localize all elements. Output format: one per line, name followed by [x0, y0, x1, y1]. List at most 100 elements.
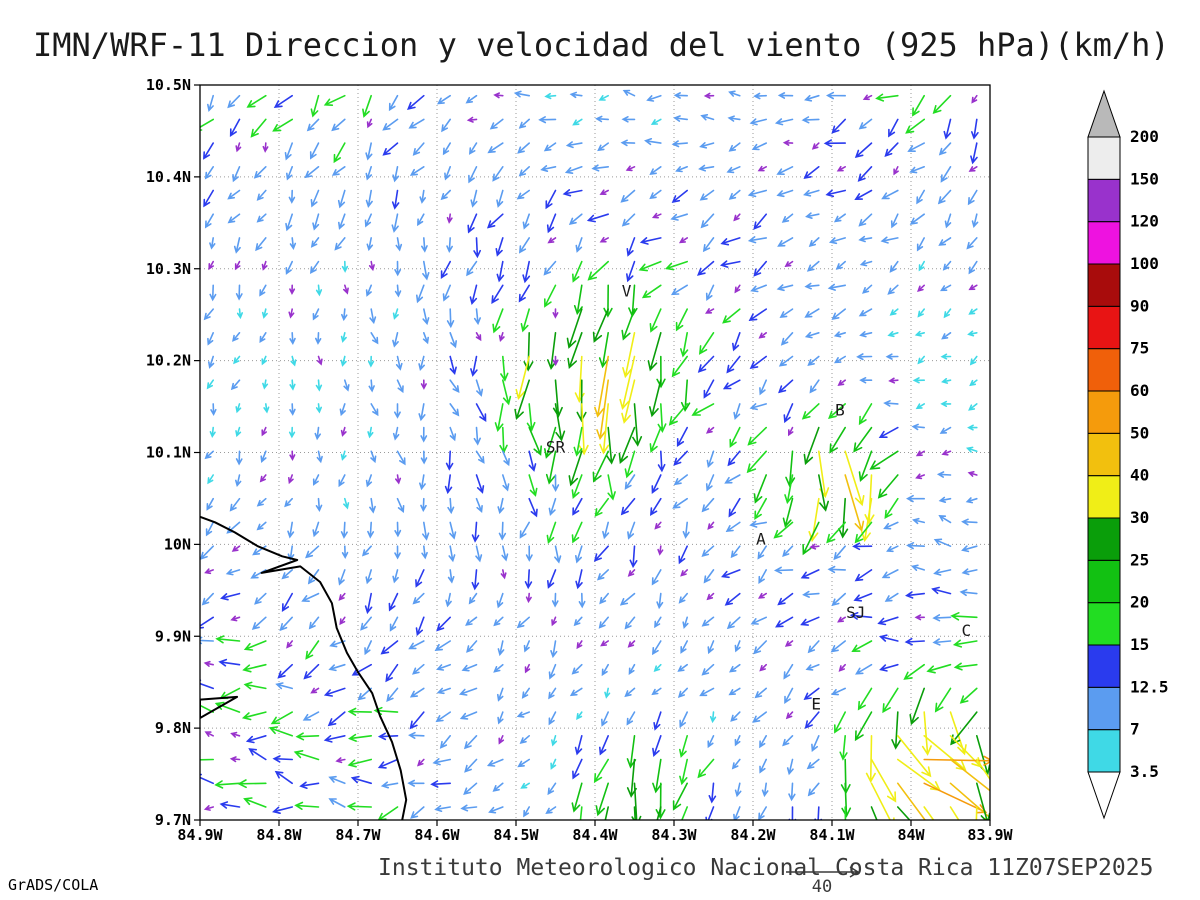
wind-arrow [377, 758, 399, 769]
wind-arrow [200, 700, 214, 713]
wind-arrow [865, 735, 876, 784]
wind-arrow [782, 497, 794, 528]
wind-arrow [776, 166, 794, 175]
wind-arrow [343, 284, 349, 295]
wind-arrow [500, 355, 509, 382]
wind-arrow [888, 377, 899, 384]
wind-arrow [437, 94, 451, 105]
wind-arrow [449, 426, 457, 442]
wind-arrow [916, 237, 925, 252]
wind-arrow [719, 260, 741, 268]
wind-arrow [621, 116, 636, 123]
wind-arrow [808, 497, 820, 543]
wind-arrow [682, 521, 690, 539]
wind-arrow [392, 308, 399, 320]
wind-arrow [546, 521, 557, 545]
wind-arrow [554, 403, 566, 442]
station-label: SR [546, 438, 566, 457]
wind-arrow [678, 592, 688, 604]
wind-arrow [595, 115, 609, 123]
wind-arrow [753, 213, 767, 230]
colorbar-band [1087, 305, 1121, 350]
wind-arrow [203, 660, 214, 667]
wind-arrow [883, 400, 899, 407]
wind-arrow [340, 426, 347, 437]
wind-arrow [628, 663, 636, 676]
wind-arrow [833, 213, 846, 223]
wind-arrow [967, 424, 978, 431]
wind-arrow [897, 806, 911, 820]
wind-arrow [914, 614, 925, 621]
wind-arrow [853, 592, 873, 602]
wind-arrow [938, 496, 952, 503]
wind-arrow [587, 260, 609, 281]
wind-arrow [252, 545, 267, 556]
wind-arrow [200, 616, 214, 629]
wind-arrow [940, 166, 952, 183]
wind-arrow [408, 731, 425, 739]
station-label: C [961, 621, 971, 640]
wind-arrow [776, 284, 794, 292]
y-tick-label: 10.2N [146, 352, 191, 370]
wind-arrow [328, 775, 346, 785]
wind-arrow [308, 616, 320, 630]
wind-arrow [949, 758, 990, 792]
wind-arrow [206, 497, 214, 511]
wind-arrow [835, 260, 846, 270]
wind-arrow [207, 332, 214, 346]
wind-arrow [881, 569, 899, 579]
wind-arrow [316, 450, 323, 464]
wind-arrow [545, 806, 557, 814]
wind-arrow [968, 284, 978, 291]
wind-arrow [836, 165, 846, 172]
wind-arrow [627, 569, 636, 577]
wind-arrow [552, 379, 563, 418]
wind-arrow [227, 189, 241, 200]
wind-arrow [931, 586, 952, 595]
wind-arrow [385, 663, 399, 683]
wind-arrow [632, 403, 643, 447]
wind-arrow [259, 474, 267, 483]
wind-arrow [620, 139, 636, 147]
wind-arrow [275, 682, 293, 690]
wind-arrow [854, 711, 873, 742]
wind-arrow [440, 189, 451, 201]
wind-arrow [594, 497, 609, 518]
wind-arrow [701, 663, 715, 676]
wind-arrow [327, 711, 346, 727]
wind-arrow [806, 260, 820, 272]
wind-arrow [915, 450, 925, 457]
wind-arrow [917, 308, 925, 318]
wind-arrow [272, 806, 293, 814]
wind-arrow [656, 806, 662, 820]
wind-arrow [461, 663, 478, 672]
wind-arrow [547, 237, 557, 244]
wind-arrow [497, 497, 505, 515]
wind-arrow [434, 805, 451, 812]
wind-arrow [747, 189, 767, 198]
colorbar-label: 12.5 [1130, 677, 1169, 696]
x-tick-label: 84.9W [177, 826, 223, 844]
wind-arrow [304, 166, 320, 179]
wind-arrow [727, 450, 741, 467]
wind-arrow [806, 758, 820, 770]
wind-arrow [807, 640, 820, 654]
wind-arrow [602, 521, 610, 540]
wind-arrow [838, 663, 846, 672]
wind-arrow [232, 332, 241, 342]
wind-arrow [969, 379, 978, 387]
wind-arrow [698, 332, 715, 355]
wind-arrow [672, 782, 688, 811]
wind-arrow [649, 426, 662, 453]
colorbar-label: 50 [1130, 423, 1149, 442]
wind-arrow [673, 115, 688, 122]
wind-arrow [201, 592, 214, 606]
axes: 84.9W 84.8W 84.7W 84.6W 84.5W 84.4W 84.3W 84.2W… [146, 76, 1014, 844]
wind-arrow [749, 520, 767, 528]
wind-arrow [251, 616, 267, 630]
wind-arrow [624, 687, 636, 698]
wind-arrow [938, 237, 952, 246]
wind-arrow [953, 662, 978, 671]
wind-arrow [939, 426, 952, 434]
wind-arrow [624, 474, 636, 490]
